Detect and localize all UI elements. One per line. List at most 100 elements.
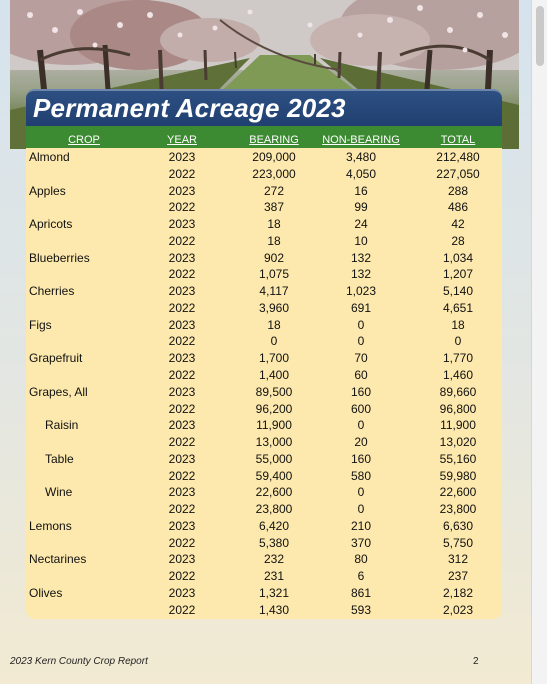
table-row: Grapes, All 2023 89,500 160 89,660 [26,385,502,401]
total-cell: 89,660 [439,384,477,399]
bearing-cell: 59,400 [255,468,293,483]
non-bearing-cell: 0 [357,485,365,500]
table-row: 2022 23,800 0 23,800 [26,502,502,518]
total-cell: 227,050 [436,166,480,181]
table-row: Apricots 2023 18 24 42 [26,217,502,233]
bearing-cell: 96,200 [255,401,293,416]
total-cell: 5,140 [442,284,474,299]
total-cell: 22,600 [439,485,477,500]
non-bearing-cell: 600 [350,401,372,416]
bearing-cell: 11,900 [256,418,292,433]
bearing-cell: 1,075 [258,267,290,282]
total-cell: 288 [447,183,469,198]
non-bearing-cell: 861 [350,586,372,601]
table-row: Wine 2023 22,600 0 22,600 [26,485,502,501]
year-cell: 2022 [168,502,196,517]
total-cell: 486 [447,200,469,215]
non-bearing-cell: 0 [357,317,365,332]
total-cell: 11,900 [440,418,476,433]
page-title: Permanent Acreage 2023 [33,93,346,123]
table-row: 2022 18 10 28 [26,234,502,250]
crop-cell: Figs [29,317,52,332]
table-row: 2022 1,430 593 2,023 [26,603,502,619]
year-cell: 2022 [168,233,196,248]
year-cell: 2022 [168,166,196,181]
page-number: 2 [473,656,479,667]
non-bearing-cell: 691 [350,300,372,315]
year-cell: 2023 [168,217,196,232]
bearing-cell: 231 [263,569,285,584]
scrollbar-thumb[interactable] [536,6,544,66]
table-row: 2022 223,000 4,050 227,050 [26,167,502,183]
year-cell: 2023 [168,351,196,366]
year-cell: 2023 [168,284,196,299]
table-row: 2022 1,400 60 1,460 [26,368,502,384]
total-cell: 6,630 [442,518,474,533]
total-cell: 2,182 [442,586,474,601]
crop-cell: Wine [45,485,73,500]
table-row: Nectarines 2023 232 80 312 [26,552,502,568]
table-row: Lemons 2023 6,420 210 6,630 [26,519,502,535]
non-bearing-cell: 20 [354,435,368,450]
year-cell: 2022 [168,200,196,215]
bearing-cell: 1,400 [258,368,290,382]
year-cell: 2022 [168,468,196,483]
bearing-cell: 902 [263,250,285,265]
non-bearing-cell: 60 [354,368,368,382]
year-cell: 2022 [168,535,196,550]
year-cell: 2022 [168,602,196,617]
non-bearing-cell: 4,050 [345,166,377,181]
table-row: 2022 5,380 370 5,750 [26,536,502,552]
total-cell: 312 [447,552,469,567]
non-bearing-cell: 210 [350,518,372,533]
year-cell: 2022 [168,368,196,382]
year-cell: 2023 [168,150,196,164]
non-bearing-cell: 160 [350,451,372,466]
total-cell: 2,023 [442,602,474,617]
total-cell: 212,480 [436,150,480,164]
year-cell: 2023 [168,384,196,399]
table-row: Olives 2023 1,321 861 2,182 [26,586,502,602]
total-cell: 237 [447,569,469,584]
bearing-cell: 1,700 [258,351,290,366]
bearing-cell: 18 [267,217,281,232]
year-cell: 2023 [168,317,196,332]
vertical-scrollbar[interactable] [531,0,547,684]
crop-cell: Apricots [29,217,73,232]
bearing-cell: 23,800 [255,502,293,517]
table-row: Raisin 2023 11,900 0 11,900 [26,418,502,434]
crop-cell: Apples [29,183,66,198]
non-bearing-cell: 24 [354,217,368,232]
crop-cell: Blueberries [29,250,90,265]
year-cell: 2023 [168,586,196,601]
non-bearing-cell: 370 [350,535,372,550]
table-row: 2022 59,400 580 59,980 [26,469,502,485]
bearing-cell: 3,960 [258,300,290,315]
crop-cell: Grapes, All [29,384,88,399]
non-bearing-cell: 132 [350,267,372,282]
year-cell: 2022 [168,334,196,349]
non-bearing-cell: 6 [357,569,365,584]
total-cell: 18 [451,317,465,332]
year-cell: 2022 [168,300,196,315]
year-cell: 2022 [168,401,196,416]
total-cell: 59,980 [439,468,477,483]
year-cell: 2022 [168,569,196,584]
total-cell: 55,160 [439,451,477,466]
total-cell: 96,800 [439,401,477,416]
total-cell: 1,460 [442,368,474,382]
bearing-cell: 0 [270,334,278,349]
table-row: Cherries 2023 4,117 1,023 5,140 [26,284,502,300]
bearing-cell: 1,321 [258,586,290,601]
total-cell: 1,034 [442,250,474,265]
bearing-cell: 89,500 [255,384,293,399]
bearing-cell: 272 [263,183,285,198]
non-bearing-cell: 593 [350,602,372,617]
total-cell: 1,770 [442,351,474,366]
report-page: Permanent Acreage 2023 CROP YEAR BEARING… [0,0,531,684]
header-total: TOTAL [440,134,476,146]
crop-cell: Lemons [29,518,72,533]
bearing-cell: 232 [263,552,285,567]
non-bearing-cell: 99 [354,200,368,215]
header-crop: CROP [68,134,100,146]
